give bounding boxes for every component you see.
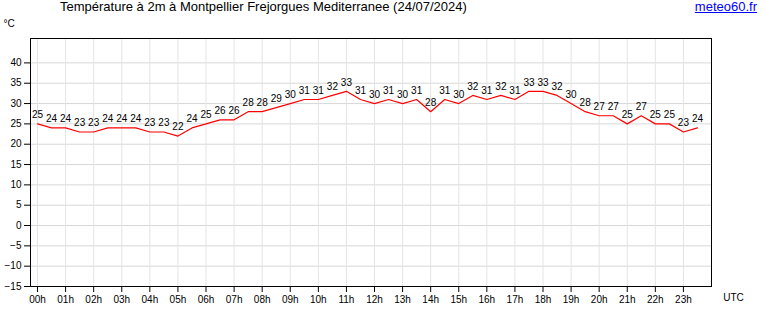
svg-text:14h: 14h — [422, 294, 439, 305]
svg-text:−10: −10 — [5, 260, 22, 271]
svg-text:32: 32 — [327, 81, 339, 92]
svg-text:07h: 07h — [226, 294, 243, 305]
svg-text:30: 30 — [566, 89, 578, 100]
svg-text:24: 24 — [46, 113, 58, 124]
svg-text:32: 32 — [495, 81, 507, 92]
svg-text:33: 33 — [523, 77, 535, 88]
svg-text:20: 20 — [10, 138, 22, 149]
svg-text:23: 23 — [88, 117, 100, 128]
svg-text:°C: °C — [4, 18, 15, 29]
svg-text:21h: 21h — [619, 294, 636, 305]
svg-text:5: 5 — [16, 199, 22, 210]
svg-text:29: 29 — [271, 93, 283, 104]
svg-text:−15: −15 — [5, 281, 22, 292]
svg-text:28: 28 — [425, 97, 437, 108]
svg-text:24: 24 — [692, 113, 704, 124]
html-text:meteo60.fr: meteo60.fr — [694, 0, 757, 14]
svg-text:22h: 22h — [647, 294, 664, 305]
svg-text:22: 22 — [172, 121, 184, 132]
svg-text:20h: 20h — [591, 294, 608, 305]
svg-text:27: 27 — [608, 101, 620, 112]
svg-text:23: 23 — [144, 117, 156, 128]
svg-text:24: 24 — [130, 113, 142, 124]
svg-text:25: 25 — [664, 109, 676, 120]
svg-text:10h: 10h — [310, 294, 327, 305]
svg-text:31: 31 — [439, 85, 451, 96]
svg-text:24: 24 — [60, 113, 72, 124]
svg-text:30: 30 — [10, 98, 22, 109]
svg-text:31: 31 — [411, 85, 423, 96]
svg-text:25: 25 — [10, 118, 22, 129]
svg-text:30: 30 — [369, 89, 381, 100]
svg-text:0: 0 — [16, 220, 22, 231]
svg-text:31: 31 — [509, 85, 521, 96]
svg-text:33: 33 — [341, 77, 353, 88]
svg-text:28: 28 — [243, 97, 255, 108]
svg-text:17h: 17h — [507, 294, 524, 305]
svg-text:UTC: UTC — [723, 292, 744, 303]
svg-text:32: 32 — [467, 81, 479, 92]
svg-text:25: 25 — [200, 109, 212, 120]
svg-text:15: 15 — [10, 159, 22, 170]
svg-text:02h: 02h — [85, 294, 102, 305]
svg-text:24: 24 — [116, 113, 128, 124]
svg-text:26: 26 — [229, 105, 241, 116]
svg-text:23: 23 — [678, 117, 690, 128]
svg-text:33: 33 — [537, 77, 549, 88]
svg-text:06h: 06h — [198, 294, 215, 305]
svg-text:31: 31 — [313, 85, 325, 96]
svg-text:19h: 19h — [563, 294, 580, 305]
svg-text:23: 23 — [158, 117, 170, 128]
svg-text:09h: 09h — [282, 294, 299, 305]
svg-text:40: 40 — [10, 57, 22, 68]
svg-text:00h: 00h — [29, 294, 46, 305]
svg-text:10: 10 — [10, 179, 22, 190]
svg-text:11h: 11h — [338, 294, 354, 305]
svg-text:30: 30 — [453, 89, 465, 100]
svg-text:24: 24 — [186, 113, 198, 124]
svg-text:13h: 13h — [394, 294, 411, 305]
svg-text:15h: 15h — [450, 294, 467, 305]
svg-text:25: 25 — [650, 109, 662, 120]
svg-text:32: 32 — [551, 81, 563, 92]
svg-text:18h: 18h — [535, 294, 552, 305]
svg-text:16h: 16h — [478, 294, 495, 305]
svg-text:05h: 05h — [170, 294, 187, 305]
svg-text:04h: 04h — [142, 294, 159, 305]
svg-text:25: 25 — [32, 109, 44, 120]
svg-text:31: 31 — [355, 85, 367, 96]
svg-text:31: 31 — [383, 85, 395, 96]
html-text:Température à 2m à Montpellier: Température à 2m à Montpellier Frejorgue… — [60, 0, 467, 14]
svg-text:28: 28 — [257, 97, 269, 108]
svg-text:26: 26 — [214, 105, 226, 116]
svg-text:31: 31 — [299, 85, 311, 96]
svg-text:24: 24 — [102, 113, 114, 124]
svg-text:08h: 08h — [254, 294, 271, 305]
svg-text:23: 23 — [74, 117, 86, 128]
svg-text:35: 35 — [10, 77, 22, 88]
svg-text:28: 28 — [580, 97, 592, 108]
svg-text:30: 30 — [397, 89, 409, 100]
svg-text:23h: 23h — [675, 294, 692, 305]
svg-text:25: 25 — [622, 109, 634, 120]
svg-text:−5: −5 — [10, 240, 22, 251]
svg-text:30: 30 — [285, 89, 297, 100]
svg-text:12h: 12h — [366, 294, 383, 305]
svg-text:27: 27 — [594, 101, 606, 112]
svg-text:27: 27 — [636, 101, 648, 112]
svg-text:03h: 03h — [113, 294, 130, 305]
svg-text:31: 31 — [481, 85, 493, 96]
svg-text:01h: 01h — [57, 294, 74, 305]
